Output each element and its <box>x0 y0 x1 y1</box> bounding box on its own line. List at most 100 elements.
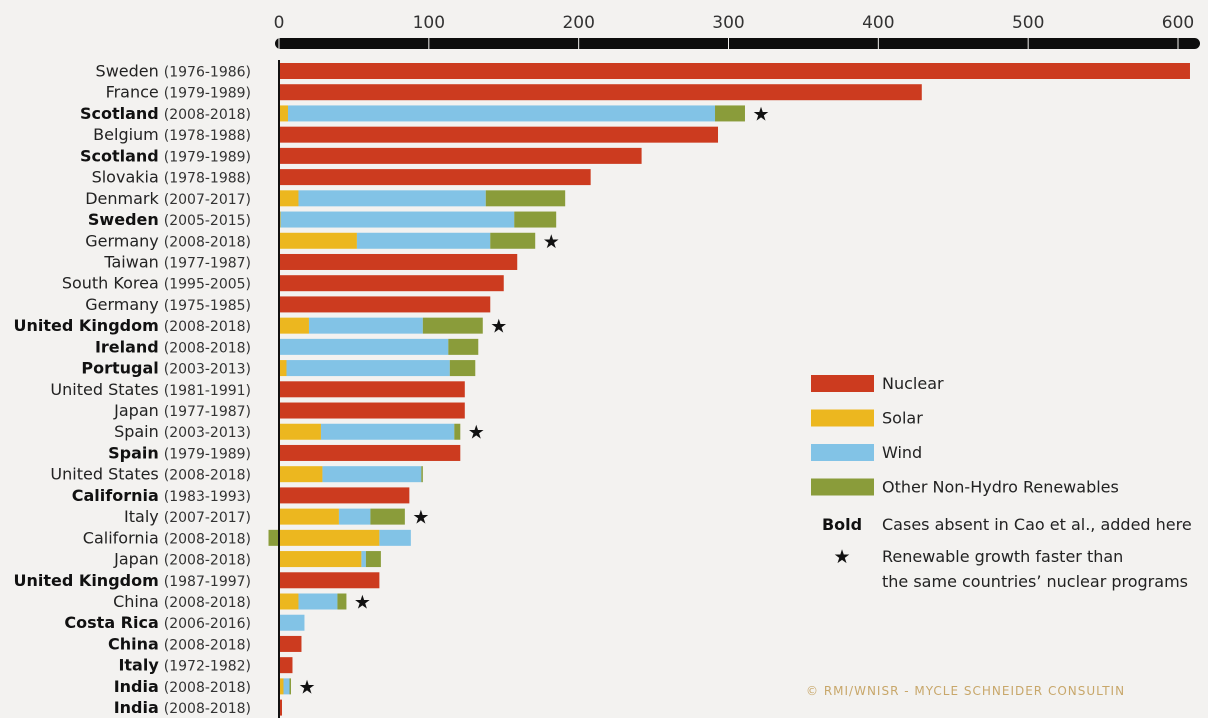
category-label: Germany (2008-2018) <box>85 231 251 250</box>
bar-segment <box>268 529 279 546</box>
star-icon: ★ <box>752 103 769 125</box>
bar-segment <box>279 529 380 546</box>
category-label: Sweden (2005-2015) <box>88 210 251 229</box>
category-label: United States (1981-1991) <box>50 380 251 399</box>
legend-swatch <box>811 478 874 496</box>
legend-label: Wind <box>882 443 922 462</box>
legend-star-desc-line1: Renewable growth faster than <box>882 547 1123 566</box>
bar-segment <box>308 317 423 334</box>
bar-segment <box>365 551 381 568</box>
category-label: India (2008-2018) <box>114 698 251 717</box>
bar-segment <box>279 360 287 377</box>
legend-bold-key: Bold <box>822 515 862 534</box>
bar-segment <box>279 232 357 249</box>
category-label: Italy (2007-2017) <box>124 507 251 526</box>
bar-segment <box>279 614 305 631</box>
bar-segment <box>449 360 476 377</box>
category-label: Germany (1975-1985) <box>85 295 251 314</box>
bar-segment <box>320 423 455 440</box>
bar-segment <box>279 402 465 419</box>
bar-segment <box>715 105 745 122</box>
bar-segment <box>514 211 557 228</box>
bar-segment <box>280 211 515 228</box>
bar-segment <box>287 105 716 122</box>
bar-segment <box>279 317 309 334</box>
bars: ★ ★ ★ ★ ★ ★ ★ <box>268 63 1190 716</box>
bar-segment <box>279 296 491 313</box>
bar-segment <box>298 190 486 207</box>
bar-segment <box>279 657 293 674</box>
x-tick-label: 300 <box>712 13 744 33</box>
legend-star-desc-line2: the same countries’ nuclear programs <box>882 572 1188 591</box>
bar-segment <box>279 635 302 652</box>
bar-segment <box>454 423 461 440</box>
category-label: Italy (1972-1982) <box>118 656 251 675</box>
legend-swatch <box>811 409 874 427</box>
category-label: Sweden (1976-1986) <box>96 62 251 81</box>
category-labels: Sweden (1976-1986) France (1979-1989) Scotla… <box>14 62 251 718</box>
bar-segment <box>279 105 288 122</box>
bar-segment <box>279 487 410 504</box>
bar-segment <box>289 678 291 695</box>
bar-segment <box>338 508 371 525</box>
category-label: South Korea (1995-2005) <box>62 274 251 293</box>
bar-segment <box>356 232 491 249</box>
bar-segment <box>279 593 299 610</box>
x-tick-label: 600 <box>1162 13 1194 33</box>
x-tick-label: 200 <box>562 13 594 33</box>
bar-segment <box>279 275 504 292</box>
category-label: Spain (1979-1989) <box>108 443 251 462</box>
category-label: Taiwan (1977-1987) <box>103 252 251 271</box>
bar-segment <box>279 253 518 270</box>
bar-segment <box>361 551 366 568</box>
bar-segment <box>279 147 642 164</box>
category-label: Japan (1977-1987) <box>113 401 251 420</box>
bar-segment <box>279 381 465 398</box>
bar-segment <box>422 317 483 334</box>
x-tick-label: 100 <box>413 13 445 33</box>
bar-segment <box>279 699 282 716</box>
bar-segment <box>279 169 591 186</box>
bar-segment <box>279 84 922 101</box>
category-label: United Kingdom (1987-1997) <box>14 571 251 590</box>
x-tick-label: 500 <box>1012 13 1044 33</box>
legend-swatch <box>811 375 874 392</box>
bar-segment <box>490 232 536 249</box>
bar-segment <box>370 508 405 525</box>
category-label: Costa Rica (2006-2016) <box>64 613 251 632</box>
category-label: Portugal (2003-2013) <box>81 359 251 378</box>
legend-label: Other Non-Hydro Renewables <box>882 478 1119 497</box>
bar-segment <box>298 593 338 610</box>
bar-segment <box>448 338 479 355</box>
legend: Nuclear Solar Wind Other Non-Hydro Renewabl… <box>811 374 1192 591</box>
x-tick-label: 400 <box>862 13 894 33</box>
category-label: California (1983-1993) <box>72 486 251 505</box>
star-icon: ★ <box>468 422 485 444</box>
bar-segment <box>322 466 422 483</box>
star-icon: ★ <box>490 316 507 338</box>
star-icon: ★ <box>354 592 371 614</box>
bar-segment <box>279 678 284 695</box>
category-label: Scotland (2008-2018) <box>80 104 251 123</box>
star-icon: ★ <box>412 507 429 529</box>
legend-label: Nuclear <box>882 374 944 393</box>
x-axis: 0 100 200 300 400 500 600 <box>274 13 1200 49</box>
category-label: California (2008-2018) <box>83 528 251 547</box>
bar-segment <box>279 572 380 589</box>
bar-segment <box>286 360 450 377</box>
bar-segment <box>279 466 323 483</box>
legend-swatch <box>811 444 874 461</box>
category-label: United States (2008-2018) <box>50 465 251 484</box>
category-label: Denmark (2007-2017) <box>85 189 251 208</box>
bar-segment <box>279 338 449 355</box>
category-label: India (2008-2018) <box>114 677 251 696</box>
category-label: Japan (2008-2018) <box>113 550 251 569</box>
category-label: Slovakia (1978-1988) <box>92 168 251 187</box>
legend-star-icon: ★ <box>833 546 850 568</box>
bar-segment <box>279 126 719 143</box>
axis-bar <box>275 38 1200 49</box>
star-icon: ★ <box>298 676 315 698</box>
bar-segment <box>279 190 299 207</box>
category-label: China (2008-2018) <box>113 592 251 611</box>
bar-segment <box>337 593 347 610</box>
